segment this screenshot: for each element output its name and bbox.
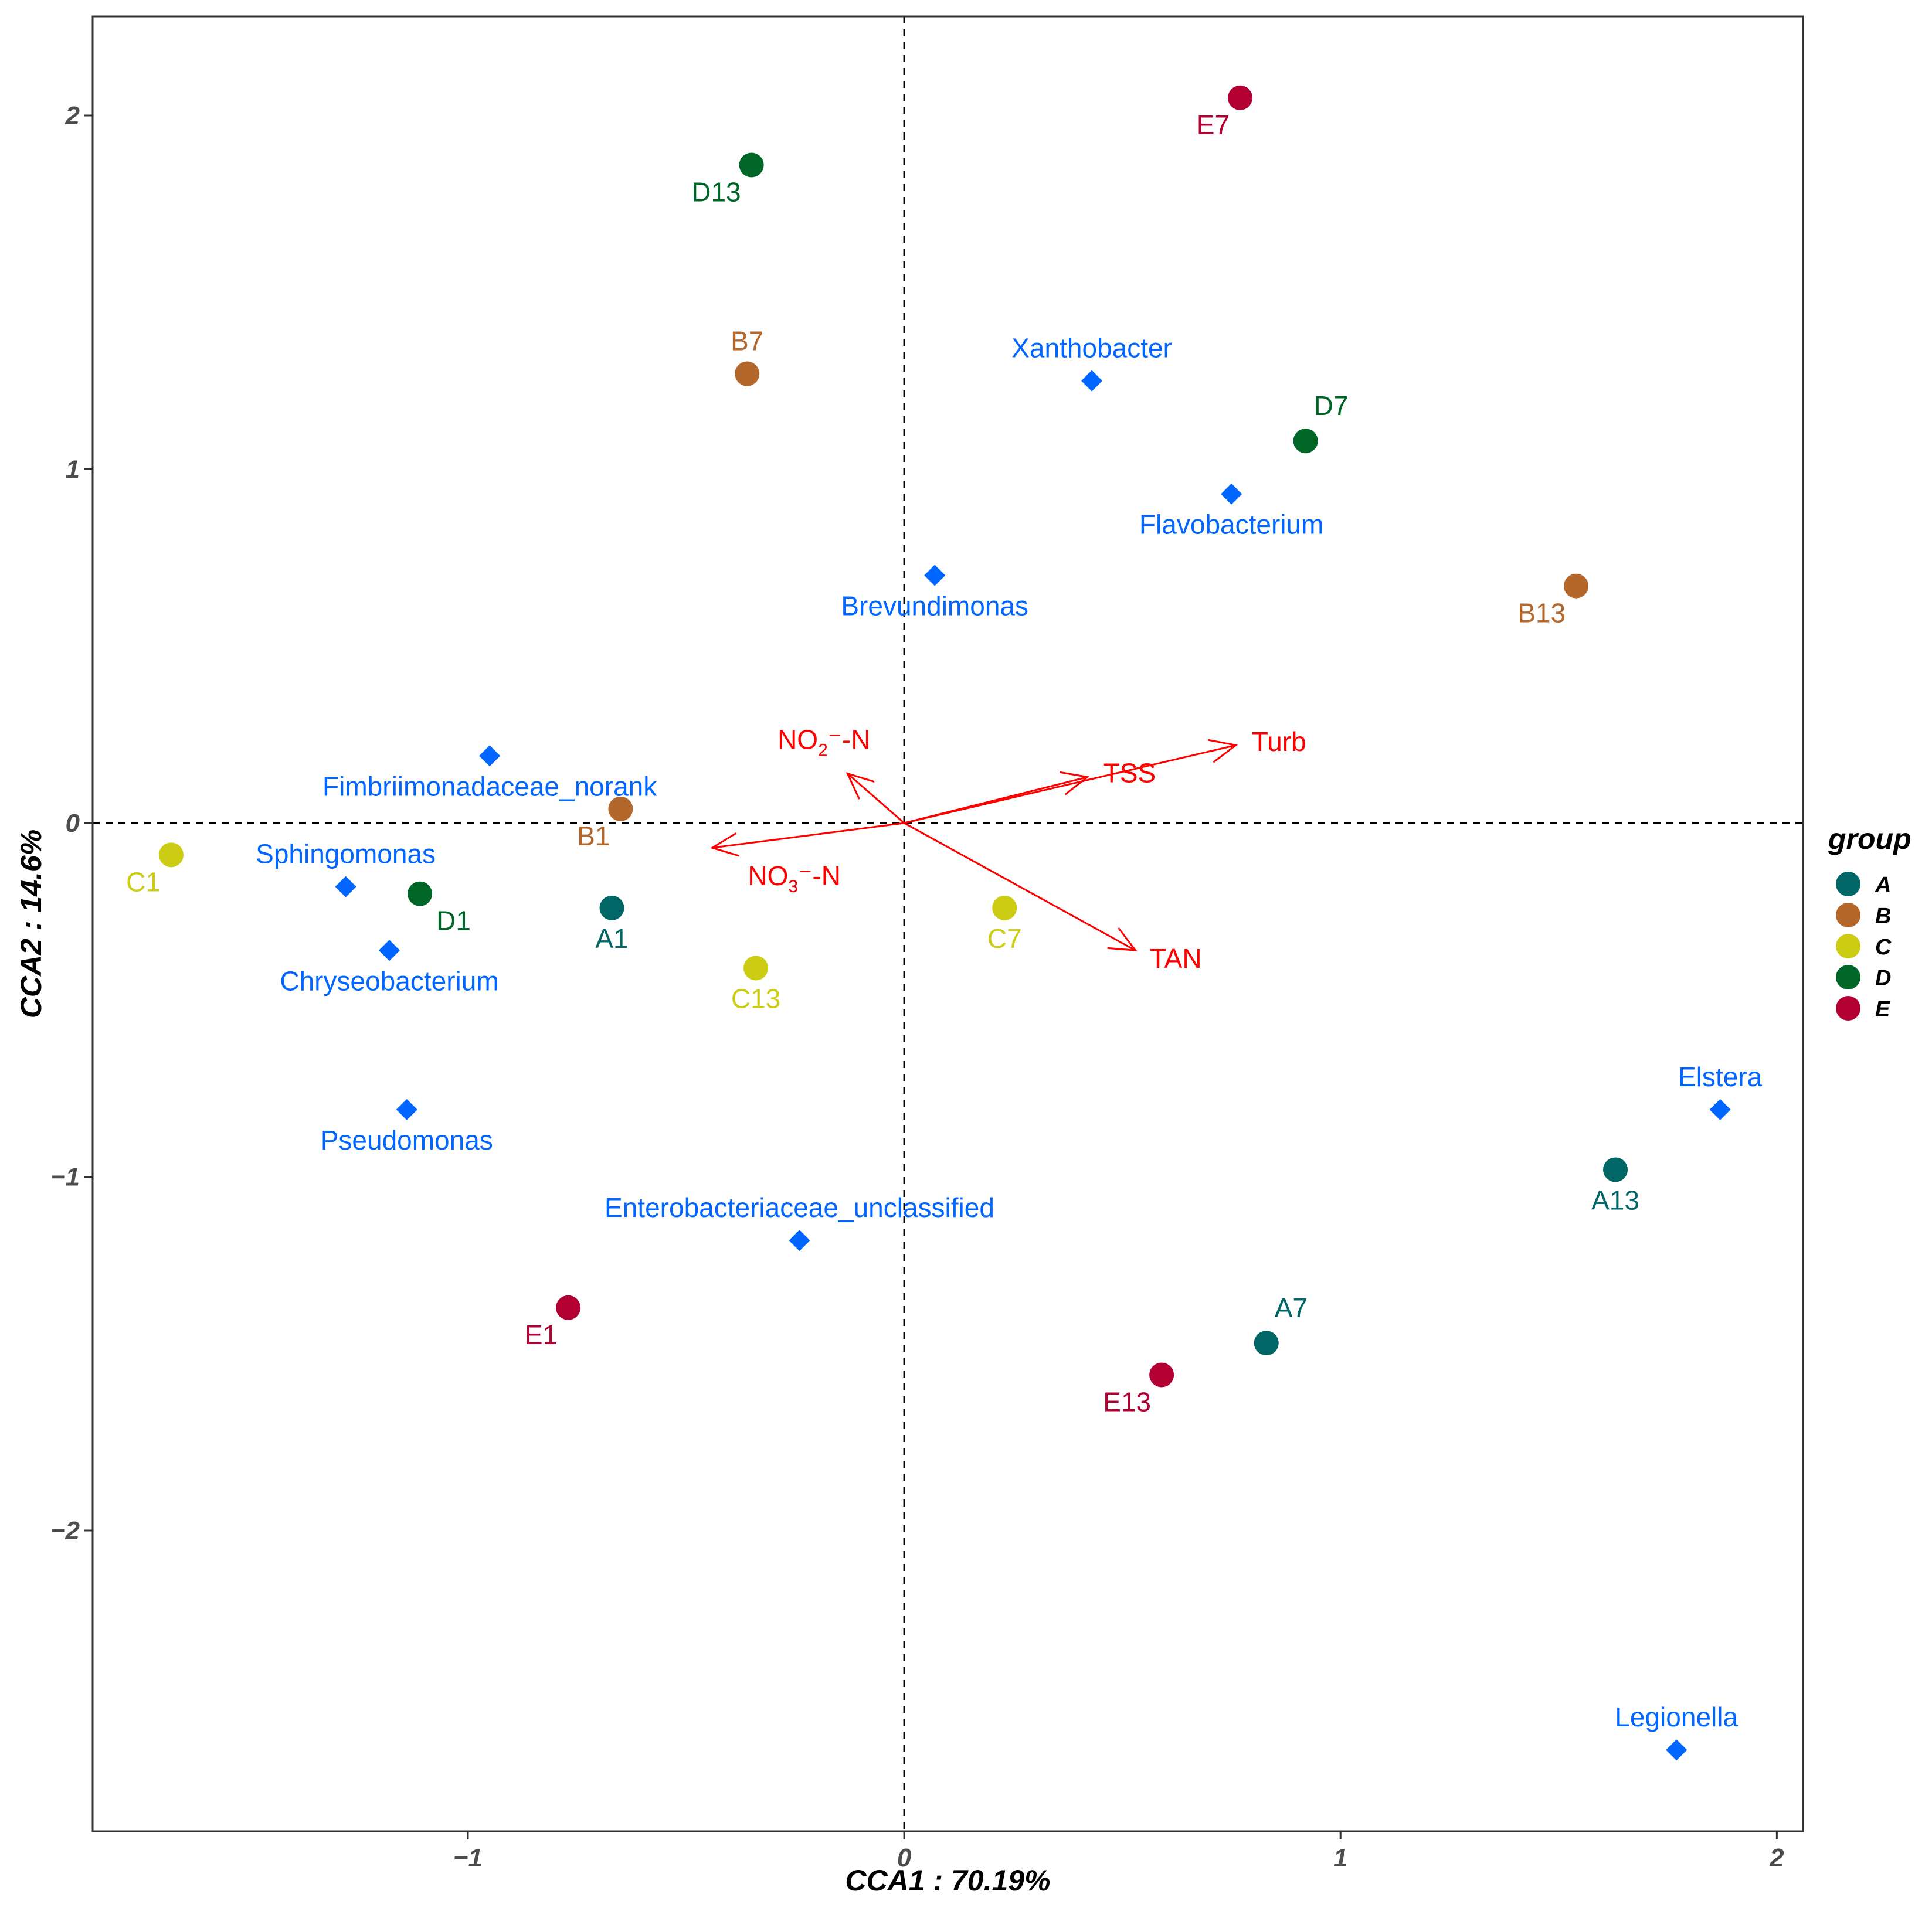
sample-label: B13 (1517, 598, 1566, 628)
sample-point (1149, 1362, 1174, 1388)
env-vector-arrow (847, 773, 905, 824)
species-marker (924, 565, 946, 586)
sample-point (992, 895, 1017, 920)
x-tick-label: 2 (1769, 1844, 1784, 1872)
species-label: Chryseobacterium (280, 965, 498, 996)
legend-label: A (1875, 873, 1891, 897)
species-label: Flavobacterium (1139, 509, 1323, 540)
env-vector-arrowhead (1107, 927, 1138, 952)
species-marker (1709, 1099, 1731, 1120)
env-vector-label: NO2⁻-N (777, 725, 871, 760)
legend-label: C (1875, 935, 1892, 960)
species-marker (396, 1099, 417, 1120)
plot-panel-border (91, 15, 1804, 1832)
legend-label: E (1875, 997, 1891, 1022)
sample-point (735, 361, 760, 386)
y-tick-label: 1 (66, 455, 80, 484)
sample-label: C13 (731, 983, 780, 1014)
species-label: Legionella (1615, 1702, 1738, 1732)
sample-point (1254, 1331, 1279, 1356)
env-vector-arrow (904, 822, 1136, 951)
x-axis-title: CCA1 : 70.19% (845, 1864, 1050, 1897)
species-label: Fimbriimonadaceae_norank (322, 771, 657, 801)
legend-label: B (1875, 904, 1891, 929)
species-label: Enterobacteriaceae_unclassified (605, 1192, 994, 1223)
legend-label: D (1875, 966, 1891, 991)
sample-label: E13 (1103, 1386, 1151, 1417)
env-vector-arrowhead (1060, 771, 1090, 795)
x-tick-label: 1 (1333, 1844, 1347, 1872)
sample-point (1564, 573, 1589, 599)
sample-label: C1 (126, 866, 161, 897)
sample-point (556, 1295, 581, 1320)
legend-key (1836, 965, 1860, 989)
y-axis-title: CCA2 : 14.6% (15, 829, 47, 1018)
reference-lines (93, 16, 1803, 1831)
y-tick-label: 2 (65, 101, 80, 130)
legend-key (1836, 996, 1860, 1021)
x-tick-label: 0 (897, 1844, 912, 1872)
species-points: Xanthobacter Flavobacterium Brevundimonas F… (256, 333, 1763, 1761)
sample-label: E7 (1197, 110, 1230, 140)
species-marker (789, 1230, 810, 1252)
sample-point (1603, 1157, 1628, 1182)
env-vector-arrowhead (846, 772, 875, 800)
sample-point (599, 895, 624, 920)
env-vector-arrowhead (1208, 739, 1238, 763)
sample-label: A1 (595, 923, 628, 954)
env-vector-label: NO3⁻-N (748, 861, 841, 896)
sample-label: B1 (577, 821, 610, 851)
sample-label: A7 (1275, 1293, 1308, 1323)
sample-point (408, 881, 433, 906)
sample-point (1228, 85, 1253, 110)
sample-points: E7 D13 B7 D7 B13 B1 C1 D1 A1 C7 C13 A13 E1 A7 E13 (126, 85, 1639, 1417)
legend-key (1836, 934, 1860, 958)
species-marker (1221, 483, 1242, 505)
species-label: Xanthobacter (1011, 333, 1172, 363)
legend-title: group (1828, 822, 1911, 855)
env-vector-label: Turb (1252, 726, 1306, 757)
species-label: Brevundimonas (841, 591, 1028, 621)
sample-label: D13 (691, 176, 741, 207)
sample-label: A13 (1591, 1185, 1639, 1215)
legend-key (1836, 903, 1860, 927)
env-vector-arrowhead (710, 832, 740, 857)
species-marker (379, 940, 400, 961)
y-tick-label: 0 (66, 809, 80, 838)
env-vector-arrow (904, 776, 1088, 824)
species-label: Pseudomonas (321, 1125, 493, 1155)
sample-label: C7 (987, 923, 1022, 954)
species-marker (1666, 1739, 1687, 1761)
sample-point (608, 796, 633, 821)
species-marker (1081, 370, 1103, 392)
species-marker (335, 876, 356, 897)
axes: −1 0 1 2 2 1 0 −1 −2 (50, 101, 1784, 1872)
x-tick-label: −1 (453, 1844, 483, 1872)
species-label: Elstera (1678, 1062, 1763, 1092)
y-tick-label: −2 (50, 1516, 80, 1545)
legend-key (1836, 872, 1860, 896)
sample-label: D1 (436, 906, 471, 936)
sample-point (158, 842, 184, 868)
env-vector-label: TAN (1150, 943, 1202, 974)
species-label: Sphingomonas (256, 839, 436, 869)
sample-label: D7 (1314, 390, 1349, 421)
sample-point (743, 955, 769, 981)
sample-point (739, 152, 764, 178)
sample-label: B7 (731, 326, 763, 356)
sample-label: E1 (525, 1320, 558, 1350)
species-marker (479, 745, 501, 767)
env-vector-label: TSS (1103, 758, 1156, 788)
environmental-vectors: Turb TSS NO2⁻-N NO3⁻-N TAN (710, 725, 1306, 974)
y-tick-label: −1 (50, 1163, 80, 1192)
env-vector-arrow (712, 822, 905, 849)
sample-point (1293, 429, 1318, 454)
